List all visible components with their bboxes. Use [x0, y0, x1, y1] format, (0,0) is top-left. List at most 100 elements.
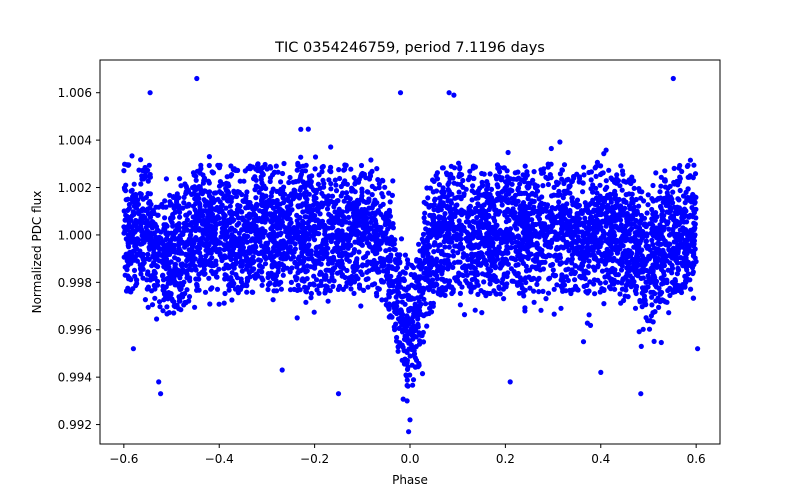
data-point [197, 241, 203, 247]
data-point [298, 268, 304, 274]
data-point [395, 348, 401, 354]
data-point [648, 265, 654, 271]
data-point [645, 192, 651, 198]
data-point [515, 187, 521, 193]
data-point [300, 218, 306, 224]
data-point [135, 201, 141, 207]
data-point [531, 204, 537, 210]
data-point [248, 256, 254, 262]
data-point [493, 291, 499, 297]
data-point [622, 293, 628, 299]
data-point [287, 269, 293, 275]
data-point [466, 283, 472, 289]
data-point [166, 310, 172, 316]
data-point [204, 201, 210, 207]
data-point [197, 262, 203, 268]
data-point [212, 242, 218, 248]
data-point [380, 263, 386, 269]
data-point [372, 186, 378, 192]
data-point [422, 210, 428, 216]
data-point [123, 197, 129, 203]
data-point [346, 214, 352, 220]
data-point [263, 256, 269, 262]
data-point [318, 220, 324, 226]
data-point [202, 289, 209, 295]
data-point [148, 232, 154, 238]
data-point [507, 232, 513, 238]
data-point [457, 302, 463, 308]
data-point [587, 252, 594, 258]
data-point [378, 203, 384, 209]
data-point [259, 282, 265, 288]
data-point [572, 263, 578, 269]
data-point [664, 258, 670, 264]
data-point [314, 217, 320, 223]
data-point [605, 240, 611, 246]
data-point [436, 286, 442, 292]
data-point [294, 264, 300, 270]
data-point [294, 225, 300, 231]
data-point [554, 282, 560, 288]
data-point [542, 242, 548, 248]
data-point [684, 251, 690, 257]
data-point [447, 284, 454, 290]
data-point [538, 307, 544, 313]
data-point [342, 166, 348, 172]
data-point [262, 261, 269, 267]
data-point [354, 264, 360, 270]
data-point [365, 189, 371, 195]
data-point [517, 206, 523, 212]
data-point [529, 198, 536, 205]
data-point [573, 203, 579, 209]
data-point [377, 246, 383, 252]
data-point [691, 262, 697, 268]
data-point [430, 303, 436, 309]
data-point [273, 163, 279, 169]
data-point [577, 255, 583, 261]
data-point [177, 296, 183, 302]
data-point [637, 229, 643, 235]
data-point [338, 183, 344, 190]
data-point [373, 290, 380, 296]
data-point [453, 234, 459, 240]
data-point [228, 210, 234, 216]
data-point [235, 189, 241, 195]
data-point [435, 205, 441, 211]
data-point [266, 211, 273, 217]
data-point [136, 251, 142, 257]
data-point [206, 275, 212, 281]
data-point [237, 243, 243, 250]
data-point [635, 249, 641, 255]
data-point [524, 228, 530, 234]
data-point [582, 200, 588, 206]
data-point [123, 212, 129, 218]
data-point [594, 242, 600, 248]
data-point [425, 243, 431, 249]
data-point [550, 267, 556, 273]
data-point [520, 200, 527, 206]
data-point [407, 372, 413, 378]
data-point [190, 258, 196, 264]
data-point [303, 299, 309, 305]
data-point [296, 254, 302, 260]
data-point [354, 256, 360, 262]
data-point [195, 196, 201, 202]
data-point [624, 210, 630, 217]
data-point [570, 215, 576, 221]
data-point [298, 126, 304, 132]
data-point [193, 235, 199, 241]
data-point [521, 293, 527, 299]
data-point [602, 274, 608, 280]
data-point [659, 212, 665, 218]
data-point [200, 227, 206, 233]
data-point [617, 217, 624, 223]
data-point [186, 236, 192, 242]
data-point [274, 288, 280, 294]
data-point [637, 220, 643, 227]
data-point [131, 181, 137, 187]
data-point [607, 217, 614, 223]
data-point [441, 265, 447, 271]
data-point [475, 220, 481, 226]
data-point [657, 189, 663, 195]
data-point [566, 248, 572, 254]
